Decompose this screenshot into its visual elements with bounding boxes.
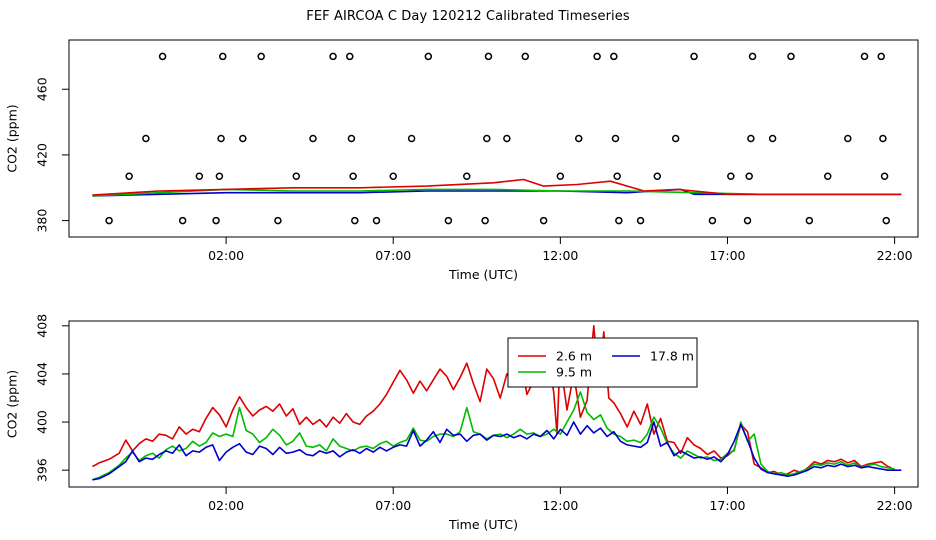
series-line-2-6-m bbox=[92, 178, 902, 196]
calibration-point bbox=[389, 172, 397, 181]
x-tick-label: 12:00 bbox=[542, 248, 578, 263]
calibration-point bbox=[329, 52, 337, 61]
x-axis-label: Time (UTC) bbox=[448, 517, 518, 532]
calibration-point bbox=[653, 172, 662, 181]
calibration-point bbox=[292, 172, 301, 181]
calibration-point bbox=[879, 134, 887, 143]
calibration-point bbox=[125, 172, 133, 181]
calibration-point bbox=[309, 134, 317, 143]
calibration-point bbox=[158, 52, 167, 61]
calibration-point bbox=[105, 216, 113, 225]
calibration-point bbox=[615, 216, 623, 225]
calibration-point bbox=[611, 134, 620, 143]
calibration-point bbox=[574, 134, 583, 143]
legend: 2.6 m 17.8 m 9.5 m bbox=[507, 337, 698, 388]
y-tick-label: 400 bbox=[34, 410, 49, 434]
legend-label: 17.8 m bbox=[650, 348, 694, 363]
calibration-point bbox=[745, 172, 753, 181]
x-tick-label: 07:00 bbox=[375, 248, 411, 263]
x-tick-label: 02:00 bbox=[208, 248, 244, 263]
calibration-point bbox=[805, 216, 814, 225]
panel-1: 02:00 07:00 12:00 17:00 22:00 380 420 460 Time (… bbox=[4, 39, 919, 282]
calibration-point bbox=[215, 172, 224, 181]
calibration-point bbox=[219, 52, 227, 61]
calibration-point bbox=[747, 134, 755, 143]
series-line-17-8-m bbox=[92, 421, 902, 481]
calibration-point bbox=[787, 52, 795, 61]
legend-label: 9.5 m bbox=[556, 364, 592, 379]
calibration-point bbox=[349, 172, 357, 181]
calibration-point bbox=[195, 172, 204, 181]
x-axis-label: Time (UTC) bbox=[448, 267, 518, 282]
calibration-point bbox=[346, 52, 354, 61]
calibration-point bbox=[444, 216, 453, 225]
series-line-2-6-m bbox=[92, 325, 892, 476]
calibration-point bbox=[748, 52, 757, 61]
calibration-point bbox=[239, 134, 247, 143]
calibration-point bbox=[274, 216, 282, 225]
calibration-point bbox=[372, 216, 381, 225]
calibration-point bbox=[727, 172, 735, 181]
calibration-point bbox=[636, 216, 645, 225]
calibration-point bbox=[142, 134, 150, 143]
plot-frame bbox=[68, 320, 919, 488]
y-tick-label: 408 bbox=[34, 314, 49, 338]
calibration-point bbox=[521, 52, 530, 61]
calibration-point bbox=[407, 134, 416, 143]
calibration-point bbox=[844, 134, 852, 143]
x-tick-label: 22:00 bbox=[877, 498, 913, 513]
calibration-point bbox=[768, 134, 777, 143]
calibration-point bbox=[556, 172, 565, 181]
calibration-point bbox=[424, 52, 433, 61]
y-tick-label: 396 bbox=[34, 458, 49, 482]
calibration-point bbox=[613, 172, 621, 181]
data-layer bbox=[92, 325, 902, 481]
calibration-point bbox=[671, 134, 680, 143]
panel-2: 02:00 07:00 12:00 17:00 22:00 396 400 404 408 Tim… bbox=[4, 314, 919, 532]
calibration-point bbox=[860, 52, 869, 61]
calibration-point bbox=[708, 216, 717, 225]
calibration-point bbox=[882, 216, 890, 225]
y-tick-label: 460 bbox=[34, 77, 49, 101]
page-title: FEF AIRCOA C Day 120212 Calibrated Times… bbox=[306, 9, 630, 24]
calibration-point bbox=[212, 216, 220, 225]
x-tick-label: 12:00 bbox=[542, 498, 578, 513]
calibration-point bbox=[463, 172, 471, 181]
calibration-point bbox=[483, 134, 491, 143]
calibration-point bbox=[347, 134, 356, 143]
calibration-point bbox=[824, 172, 832, 181]
x-tick-label: 17:00 bbox=[709, 498, 745, 513]
calibration-point bbox=[743, 216, 752, 225]
y-tick-label: 420 bbox=[34, 143, 49, 167]
plot-frame bbox=[68, 39, 919, 238]
y-tick-label: 380 bbox=[34, 209, 49, 233]
calibration-point bbox=[481, 216, 489, 225]
x-tick-label: 22:00 bbox=[877, 248, 913, 263]
calibration-point bbox=[503, 134, 511, 143]
series-line-9-5-m bbox=[92, 391, 895, 481]
calibration-point bbox=[877, 52, 885, 61]
calibration-point bbox=[178, 216, 187, 225]
data-layer bbox=[92, 52, 902, 225]
calibration-point bbox=[880, 172, 889, 181]
calibration-point bbox=[610, 52, 618, 61]
x-tick-label: 07:00 bbox=[375, 498, 411, 513]
calibration-point bbox=[539, 216, 548, 225]
calibration-point bbox=[351, 216, 359, 225]
x-tick-label: 17:00 bbox=[709, 248, 745, 263]
calibration-point bbox=[217, 134, 225, 143]
calibration-point bbox=[593, 52, 601, 61]
y-tick-label: 404 bbox=[34, 362, 49, 386]
legend-box bbox=[507, 337, 698, 388]
calibration-point bbox=[690, 52, 698, 61]
calibration-point bbox=[484, 52, 493, 61]
y-axis-label: CO2 (ppm) bbox=[4, 370, 19, 438]
legend-label: 2.6 m bbox=[556, 348, 592, 363]
calibration-point bbox=[257, 52, 265, 61]
y-axis-label: CO2 (ppm) bbox=[4, 104, 19, 172]
x-tick-label: 02:00 bbox=[208, 498, 244, 513]
